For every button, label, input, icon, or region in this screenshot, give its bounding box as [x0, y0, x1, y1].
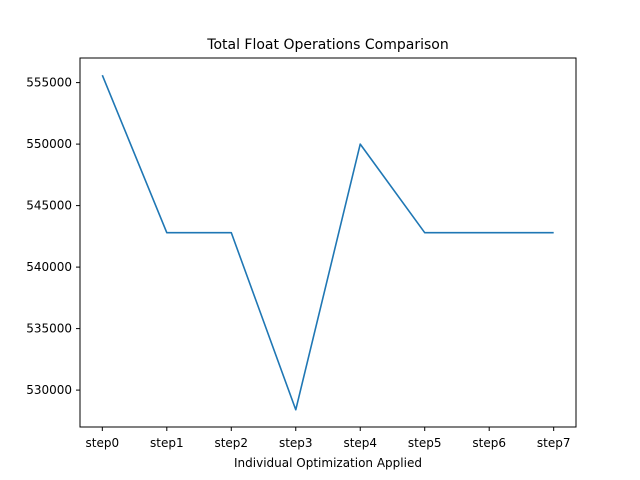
- plot-frame: [79, 57, 577, 428]
- x-tick-label: step4: [343, 436, 377, 450]
- x-tick-label: step0: [86, 436, 120, 450]
- x-tick-label: step1: [150, 436, 184, 450]
- x-tick-label: step2: [214, 436, 248, 450]
- y-tick-label: 535000: [26, 322, 72, 336]
- y-tick-label: 545000: [26, 199, 72, 213]
- x-tick-label: step7: [537, 436, 571, 450]
- series-line: [101, 74, 554, 411]
- y-tick-label: 550000: [26, 137, 72, 151]
- x-tick-label: step6: [472, 436, 506, 450]
- y-tick-label: 530000: [26, 383, 72, 397]
- x-tick-label: step3: [279, 436, 313, 450]
- x-tick-label: step5: [408, 436, 442, 450]
- plot-area: 530000 535000 540000 545000 550000 555000 step…: [26, 57, 577, 450]
- chart-title: Total Float Operations Comparison: [206, 37, 448, 53]
- y-tick-label: 540000: [26, 260, 72, 274]
- x-axis-label: Individual Optimization Applied: [234, 456, 422, 470]
- y-tick-label: 555000: [26, 76, 72, 90]
